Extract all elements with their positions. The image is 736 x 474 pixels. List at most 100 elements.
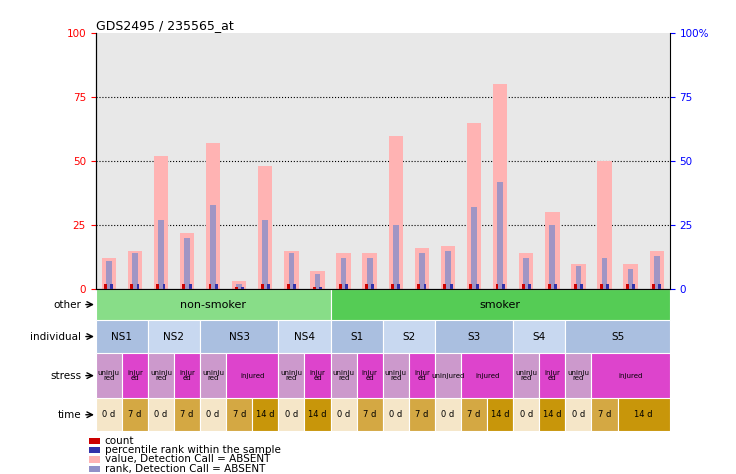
Bar — [319, 287, 322, 289]
Bar — [550, 225, 555, 289]
Bar — [435, 320, 513, 353]
Bar — [284, 251, 299, 289]
Bar — [467, 123, 481, 289]
Bar — [330, 353, 357, 398]
Bar — [435, 398, 461, 431]
Bar — [565, 398, 592, 431]
Bar — [183, 284, 185, 289]
Text: 0 d: 0 d — [442, 410, 455, 419]
Bar — [408, 398, 435, 431]
Bar — [311, 271, 325, 289]
Bar — [293, 284, 296, 289]
Text: uninju
red: uninju red — [280, 370, 302, 381]
Bar — [110, 284, 113, 289]
Bar — [154, 156, 168, 289]
Bar — [90, 438, 100, 444]
Text: 7 d: 7 d — [363, 410, 376, 419]
Bar — [357, 398, 383, 431]
Text: 14 d: 14 d — [491, 410, 509, 419]
Bar — [235, 287, 238, 289]
Bar — [314, 274, 320, 289]
Bar — [419, 253, 425, 289]
Bar — [539, 353, 565, 398]
Bar — [487, 398, 513, 431]
Text: 0 d: 0 d — [207, 410, 220, 419]
Bar — [341, 258, 347, 289]
Bar — [90, 447, 100, 454]
Bar — [461, 353, 513, 398]
Bar — [495, 284, 498, 289]
Bar — [336, 253, 351, 289]
Bar — [383, 320, 435, 353]
Text: S4: S4 — [533, 331, 546, 342]
Bar — [215, 284, 218, 289]
Bar — [383, 353, 408, 398]
Bar — [180, 233, 194, 289]
Bar — [475, 284, 478, 289]
Bar — [330, 398, 357, 431]
Bar — [232, 282, 247, 289]
Bar — [96, 398, 121, 431]
Bar — [654, 256, 659, 289]
Bar — [393, 225, 399, 289]
Text: S3: S3 — [467, 331, 481, 342]
Text: injur
ed: injur ed — [545, 370, 560, 381]
Text: 7 d: 7 d — [180, 410, 194, 419]
Bar — [184, 238, 190, 289]
Bar — [450, 284, 453, 289]
Bar — [148, 398, 174, 431]
Bar — [241, 287, 244, 289]
Bar — [628, 269, 634, 289]
Bar — [367, 258, 372, 289]
Bar — [357, 353, 383, 398]
Bar — [513, 320, 565, 353]
Text: 0 d: 0 d — [337, 410, 350, 419]
Text: uninju
red: uninju red — [515, 370, 537, 381]
Bar — [200, 320, 278, 353]
Text: injur
ed: injur ed — [414, 370, 430, 381]
Bar — [592, 398, 618, 431]
Bar — [263, 220, 268, 289]
Text: 0 d: 0 d — [285, 410, 298, 419]
Text: individual: individual — [30, 331, 81, 342]
Bar — [96, 353, 121, 398]
Text: S1: S1 — [350, 331, 364, 342]
Bar — [539, 398, 565, 431]
Text: 14 d: 14 d — [308, 410, 327, 419]
Text: value, Detection Call = ABSENT: value, Detection Call = ABSENT — [105, 455, 270, 465]
Bar — [392, 284, 394, 289]
Bar — [652, 284, 655, 289]
Text: S5: S5 — [611, 331, 624, 342]
Bar — [389, 136, 403, 289]
Bar — [106, 261, 112, 289]
Text: NS1: NS1 — [111, 331, 132, 342]
Bar — [127, 251, 142, 289]
Text: 14 d: 14 d — [634, 410, 653, 419]
Text: injur
ed: injur ed — [310, 370, 325, 381]
Bar — [313, 287, 316, 289]
Bar — [278, 353, 305, 398]
Bar — [470, 284, 473, 289]
Text: 0 d: 0 d — [389, 410, 403, 419]
Bar — [188, 284, 191, 289]
Text: 0 d: 0 d — [102, 410, 116, 419]
Bar — [576, 266, 581, 289]
Bar — [261, 284, 263, 289]
Text: stress: stress — [50, 371, 81, 381]
Bar — [136, 284, 139, 289]
Bar — [163, 284, 166, 289]
Text: 7 d: 7 d — [128, 410, 141, 419]
Bar — [105, 284, 107, 289]
Text: GDS2495 / 235565_at: GDS2495 / 235565_at — [96, 19, 233, 32]
Bar — [397, 284, 400, 289]
Bar — [443, 284, 446, 289]
Bar — [632, 284, 635, 289]
Bar — [252, 398, 278, 431]
Bar — [278, 398, 305, 431]
Bar — [408, 353, 435, 398]
Bar — [571, 264, 586, 289]
Bar — [148, 320, 200, 353]
Text: uninju
red: uninju red — [98, 370, 120, 381]
Bar — [132, 253, 138, 289]
Bar — [565, 353, 592, 398]
